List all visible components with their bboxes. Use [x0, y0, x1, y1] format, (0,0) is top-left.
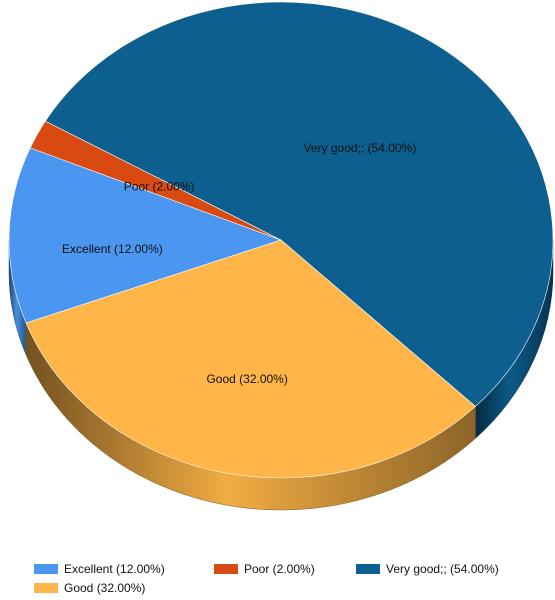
legend-swatch-excellent — [34, 564, 58, 574]
pie-chart-canvas: Excellent (12.00%) Poor (2.00%) Very good;… — [8, 1, 554, 511]
legend-label-excellent: Excellent (12.00%) — [64, 562, 165, 576]
legend: Excellent (12.00%) Poor (2.00%) Very goo… — [34, 560, 534, 597]
slice-label-very-good: Very good;; (54.00%) — [304, 141, 417, 155]
pie-slice-good — [25, 239, 476, 479]
pie-slice-excellent — [8, 147, 282, 324]
legend-item-very-good: Very good;; (54.00%) — [356, 560, 534, 578]
legend-swatch-good — [34, 583, 58, 593]
slice-labels: Excellent (12.00%) Poor (2.00%) Very good;… — [62, 141, 416, 386]
legend-label-poor: Poor (2.00%) — [244, 562, 315, 576]
slice-label-excellent: Excellent (12.00%) — [62, 242, 163, 256]
slice-label-good: Good (32.00%) — [206, 372, 287, 386]
pie-slice-very-good — [44, 1, 554, 407]
pie-slices — [8, 1, 554, 479]
legend-label-good: Good (32.00%) — [64, 581, 146, 595]
slice-label-poor: Poor (2.00%) — [124, 179, 195, 193]
legend-item-poor: Poor (2.00%) — [214, 560, 356, 578]
legend-label-very-good: Very good;; (54.00%) — [386, 562, 499, 576]
legend-item-good: Good (32.00%) — [34, 579, 214, 597]
legend-swatch-poor — [214, 564, 238, 574]
legend-swatch-very-good — [356, 564, 380, 574]
legend-item-excellent: Excellent (12.00%) — [34, 560, 214, 578]
